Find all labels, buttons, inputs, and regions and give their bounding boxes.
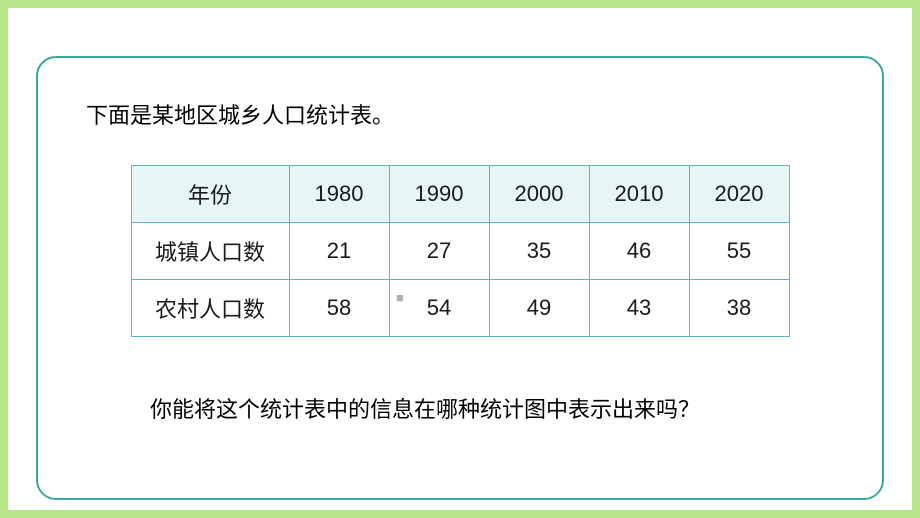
table-row: 城镇人口数 21 27 35 46 55 bbox=[131, 223, 789, 280]
table-row: 农村人口数 58 54 49 43 38 bbox=[131, 280, 789, 337]
cell-1-1: 54 bbox=[389, 280, 489, 337]
intro-text: 下面是某地区城乡人口统计表。 bbox=[68, 98, 852, 130]
row-label-1: 农村人口数 bbox=[131, 280, 289, 337]
cell-0-2: 35 bbox=[489, 223, 589, 280]
year-col-1: 1990 bbox=[389, 166, 489, 223]
cell-1-2: 49 bbox=[489, 280, 589, 337]
cell-1-4: 38 bbox=[689, 280, 789, 337]
table-header-row: 年份 1980 1990 2000 2010 2020 bbox=[131, 166, 789, 223]
cell-0-3: 46 bbox=[589, 223, 689, 280]
header-label: 年份 bbox=[131, 166, 289, 223]
question-text: 你能将这个统计表中的信息在哪种统计图中表示出来吗？ bbox=[68, 392, 852, 424]
year-col-4: 2020 bbox=[689, 166, 789, 223]
cell-0-0: 21 bbox=[289, 223, 389, 280]
watermark: ■ bbox=[396, 290, 404, 306]
year-col-0: 1980 bbox=[289, 166, 389, 223]
year-col-3: 2010 bbox=[589, 166, 689, 223]
year-col-2: 2000 bbox=[489, 166, 589, 223]
cell-0-1: 27 bbox=[389, 223, 489, 280]
content-box: 下面是某地区城乡人口统计表。 ■ 年份 1980 1990 2000 2010 … bbox=[36, 56, 884, 500]
row-label-0: 城镇人口数 bbox=[131, 223, 289, 280]
cell-1-0: 58 bbox=[289, 280, 389, 337]
inner-frame: 下面是某地区城乡人口统计表。 ■ 年份 1980 1990 2000 2010 … bbox=[8, 8, 912, 510]
cell-1-3: 43 bbox=[589, 280, 689, 337]
population-table: 年份 1980 1990 2000 2010 2020 城镇人口数 21 27 … bbox=[131, 165, 790, 337]
cell-0-4: 55 bbox=[689, 223, 789, 280]
